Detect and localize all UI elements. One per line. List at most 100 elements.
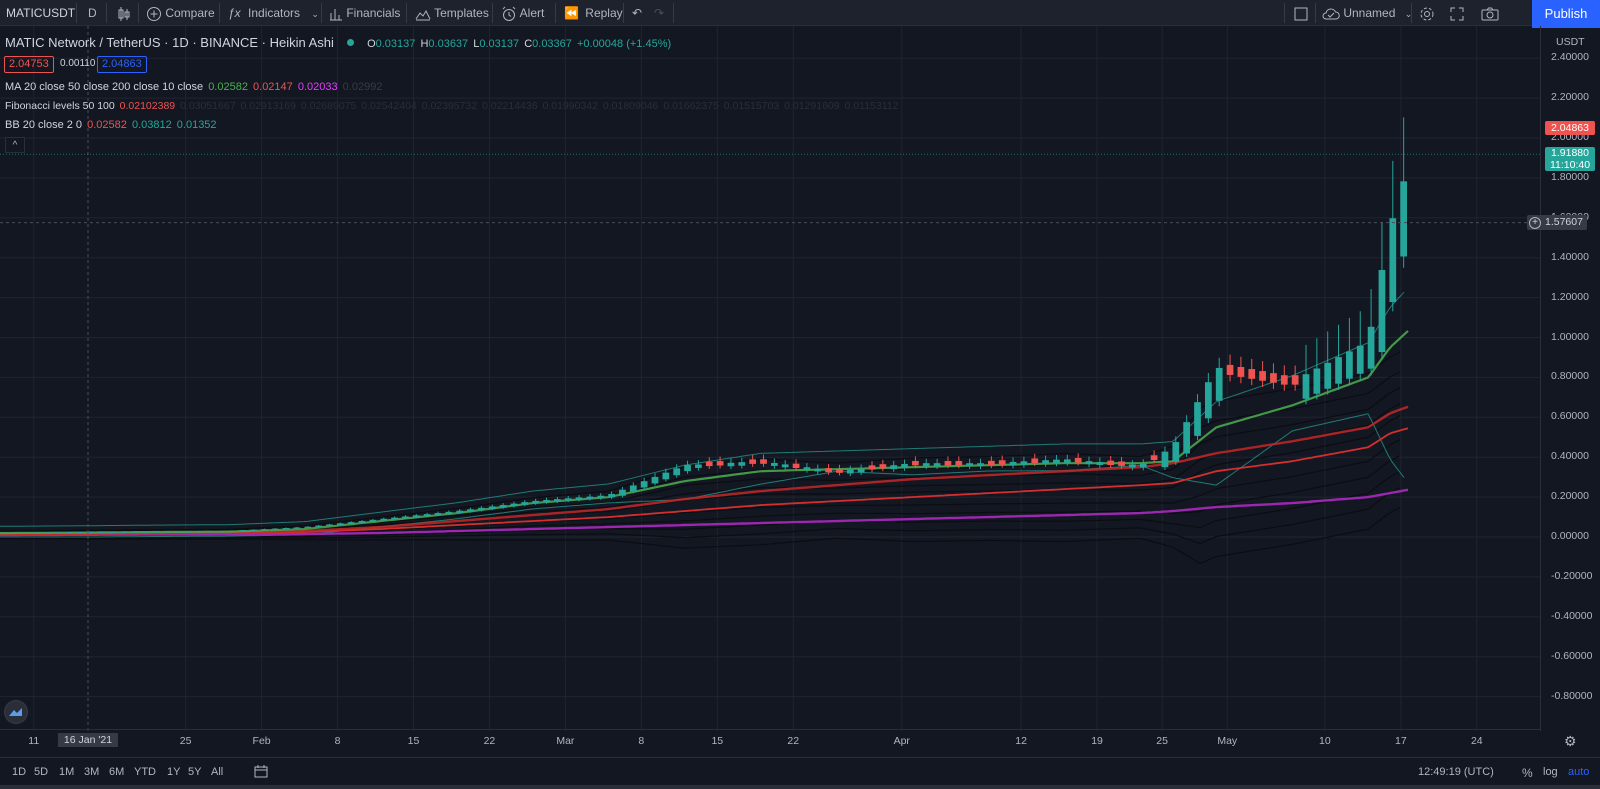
fib-value: 0.01515703 <box>723 100 780 112</box>
interval-button[interactable]: D <box>88 6 97 20</box>
undo-icon[interactable]: ↶ <box>632 6 643 20</box>
tradingview-logo[interactable] <box>4 700 28 724</box>
candle-body <box>271 528 279 530</box>
candle-body <box>195 531 203 533</box>
layout-name-label: Unnamed <box>1343 6 1396 20</box>
candle-body <box>1346 351 1353 379</box>
camera-icon[interactable] <box>1481 0 1499 26</box>
fullscreen-icon[interactable] <box>1450 0 1464 26</box>
toolbar-divider <box>1411 3 1412 23</box>
chevron-down-icon: ⌄ <box>311 9 319 19</box>
candle-body <box>814 468 822 472</box>
candle-body <box>1129 464 1136 468</box>
open-label: O <box>367 38 376 50</box>
range-button-5d[interactable]: 5D <box>34 766 49 778</box>
ask-price-box[interactable]: 2.04863 <box>97 56 147 73</box>
fib-band-line <box>0 506 1401 565</box>
toolbar-divider <box>673 3 674 23</box>
candle-body <box>705 461 713 467</box>
layout-name-button[interactable]: Unnamed ⌄ <box>1322 0 1412 26</box>
candle-body <box>987 460 995 466</box>
market-status-dot <box>347 39 354 46</box>
time-scale-label: 19 <box>1091 735 1103 747</box>
alert-button[interactable]: Alert <box>501 0 544 26</box>
candles <box>0 117 1408 535</box>
range-button-1d[interactable]: 1D <box>12 766 27 778</box>
candle-body <box>792 463 800 468</box>
candle-body <box>738 462 746 466</box>
go-to-date-icon[interactable] <box>254 764 268 781</box>
templates-label: Templates <box>434 6 489 20</box>
candle-body <box>749 459 757 464</box>
candle-body <box>608 494 615 498</box>
horizontal-scrollbar[interactable] <box>0 785 1600 789</box>
price-scale-label: 1.80000 <box>1551 170 1589 183</box>
candle-body <box>228 530 236 533</box>
toolbar-divider <box>1284 3 1285 23</box>
plus-circle-icon <box>147 6 161 21</box>
fib-legend[interactable]: Fibonacci levels 50 100 0.02102389 0.030… <box>5 100 900 112</box>
range-button-1m[interactable]: 1M <box>59 766 75 778</box>
fullscreen-layout-icon[interactable] <box>1294 0 1308 26</box>
compare-button[interactable]: Compare <box>146 0 215 26</box>
fib-value: 0.03051667 <box>180 100 236 112</box>
candle-body <box>944 460 952 466</box>
templates-icon <box>415 9 431 21</box>
range-button-5y[interactable]: 5Y <box>188 766 202 778</box>
symbol-search[interactable]: MATICUSDT <box>6 6 76 20</box>
chart-type-icon[interactable] <box>117 0 131 26</box>
gear-icon[interactable] <box>1419 0 1435 26</box>
range-button-ytd[interactable]: YTD <box>134 766 156 778</box>
candle-body <box>640 481 648 488</box>
ma200-line <box>0 488 1409 537</box>
bb-legend[interactable]: BB 20 close 2 0 0.02582 0.03812 0.01352 <box>5 119 219 131</box>
toolbar-divider <box>106 3 107 23</box>
candle-body <box>998 460 1006 465</box>
last-price-value: 1.91880 <box>1551 147 1589 160</box>
candle-body <box>163 531 171 533</box>
financials-button[interactable]: Financials <box>329 0 400 26</box>
range-button-1y[interactable]: 1Y <box>167 766 181 778</box>
collapse-legend-button[interactable]: ^ <box>5 137 25 153</box>
candle-body <box>174 531 181 533</box>
replay-button[interactable]: ⏪ Replay <box>564 0 623 26</box>
fib-value: 0.01990342 <box>542 100 598 112</box>
candle-body <box>564 498 572 501</box>
symbol-title[interactable]: MATIC Network / TetherUS · 1D · BINANCE … <box>5 35 334 50</box>
time-scale-label: 15 <box>711 735 724 747</box>
range-button-3m[interactable]: 3M <box>84 766 100 778</box>
candle-body <box>1291 375 1299 385</box>
time-scale-label: 24 <box>1470 735 1483 747</box>
fib-value: 0.01153112 <box>844 100 899 112</box>
candle-body <box>1400 181 1408 257</box>
templates-button[interactable]: Templates <box>415 0 489 26</box>
chart-canvas[interactable] <box>0 26 1600 731</box>
add-alert-plus-icon[interactable]: + <box>1529 216 1541 229</box>
candle-body <box>510 503 518 507</box>
range-button-6m[interactable]: 6M <box>109 766 125 778</box>
price-scale-label: 0.60000 <box>1551 410 1589 423</box>
percent-scale-toggle[interactable]: % <box>1522 766 1533 780</box>
log-scale-toggle[interactable]: log <box>1543 766 1558 778</box>
time-scale-border <box>0 729 1540 730</box>
candle-body <box>1096 461 1104 465</box>
utc-clock[interactable]: 12:49:19 (UTC) <box>1418 766 1494 778</box>
fib-value: 0.02395732 <box>421 100 478 112</box>
range-button-all[interactable]: All <box>211 766 224 778</box>
bid-price-box[interactable]: 2.04753 <box>4 56 54 73</box>
low-value: 0.03137 <box>479 38 520 50</box>
candle-body <box>586 496 594 500</box>
ma200-value: 0.02033 <box>297 81 338 93</box>
publish-button[interactable]: Publish <box>1532 0 1600 28</box>
crosshair-price-tag[interactable]: +1.57607 <box>1527 214 1587 230</box>
candle-body <box>1150 455 1158 461</box>
bb-upper-value: 0.03812 <box>131 119 172 131</box>
candle-body <box>1248 369 1256 379</box>
candle-body <box>119 531 127 533</box>
auto-scale-toggle[interactable]: auto <box>1568 766 1590 778</box>
indicators-button[interactable]: ƒx Indicators ⌄ <box>228 0 319 26</box>
chart-settings-gear-icon[interactable]: ⚙ <box>1564 733 1577 749</box>
ma-legend[interactable]: MA 20 close 50 close 200 close 10 close … <box>5 81 384 93</box>
redo-icon[interactable]: ↷ <box>654 6 665 20</box>
candle-body <box>1085 461 1093 465</box>
